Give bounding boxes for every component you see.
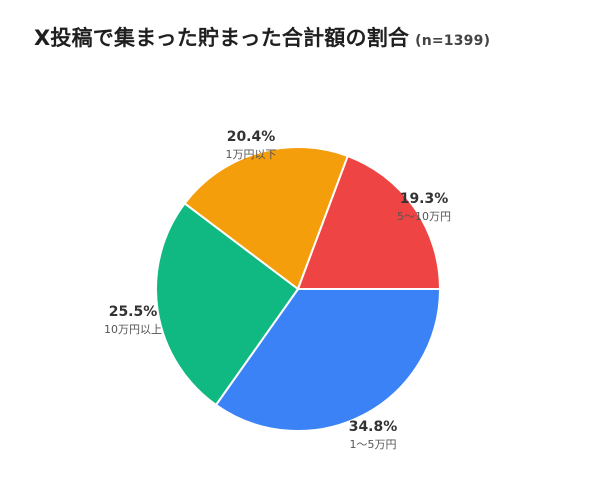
- pie-slice: [155, 201, 300, 407]
- slice-category-label: 10万円以上: [104, 323, 162, 336]
- slice-percent-label: 34.8%: [349, 419, 398, 435]
- slice-percent-label: 20.4%: [227, 129, 276, 145]
- chart-title: X投稿で集まった貯まった合計額の割合 (n=1399): [34, 22, 490, 52]
- pie-slice: [183, 146, 350, 291]
- slice-category-label: 1〜5万円: [350, 438, 397, 451]
- pie-slice: [296, 154, 442, 290]
- slice-category-label: 1万円以下: [226, 148, 277, 161]
- chart-title-text: X投稿で集まった貯まった合計額の割合: [34, 26, 410, 50]
- pie-slice: [214, 288, 442, 433]
- slice-percent-label: 25.5%: [109, 304, 158, 320]
- sample-size: (n=1399): [415, 33, 491, 49]
- slice-category-label: 5〜10万円: [397, 210, 451, 223]
- slice-percent-label: 19.3%: [400, 191, 449, 207]
